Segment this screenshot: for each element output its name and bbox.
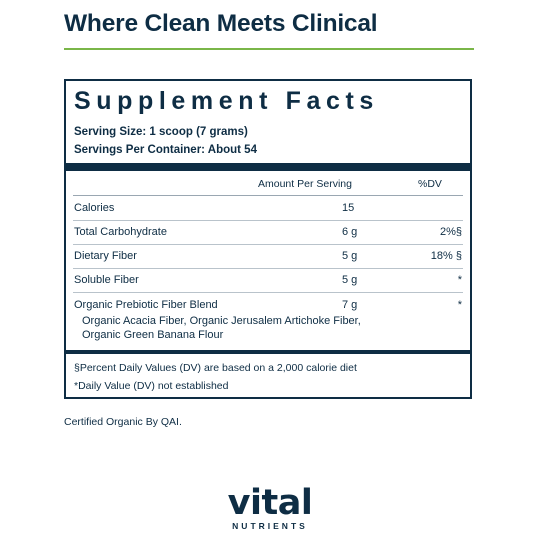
row-divider [73,220,463,221]
nutrient-amount: 6 g [342,226,358,238]
footnote-dv: §Percent Daily Values (DV) are based on … [74,362,357,374]
footnote-not-established: *Daily Value (DV) not established [74,380,229,392]
nutrient-dv: 18% § [430,250,462,262]
certification-note: Certified Organic By QAI. [64,416,182,428]
blend-amount: 7 g [342,299,358,311]
nutrient-name: Soluble Fiber [74,274,139,286]
row-divider [73,244,463,245]
brand-name: vital [227,483,313,523]
serving-size: Serving Size: 1 scoop (7 grams) [74,126,248,138]
brand-tagline: NUTRIENTS [232,521,308,531]
thick-divider [66,163,470,171]
servings-per-container: Servings Per Container: About 54 [74,144,257,156]
nutrient-amount: 5 g [342,274,358,286]
headline-divider [64,48,474,50]
blend-dv: * [457,299,462,311]
blend-ingredients: Organic Acacia Fiber, Organic Jerusalem … [82,315,361,341]
nutrient-amount: 5 g [342,250,358,262]
brand-logo: vital NUTRIENTS [0,483,540,532]
nutrient-dv: 2%§ [439,226,462,238]
medium-divider [66,350,470,354]
nutrient-name: Total Carbohydrate [74,226,167,238]
nutrient-amount: 15 [342,202,355,214]
nutrient-name: Dietary Fiber [74,250,137,262]
nutrient-dv: * [457,274,462,286]
header-divider [73,195,463,196]
page-headline: Where Clean Meets Clinical [64,10,378,37]
supplement-facts-panel: Supplement Facts Serving Size: 1 scoop (… [64,79,472,399]
row-divider [73,268,463,269]
blend-name: Organic Prebiotic Fiber Blend [74,299,218,311]
nutrient-name: Calories [74,202,115,214]
dv-header: %DV [418,178,442,190]
facts-title: Supplement Facts [74,87,379,115]
row-divider [73,292,463,293]
amount-per-serving-header: Amount Per Serving [258,178,352,190]
